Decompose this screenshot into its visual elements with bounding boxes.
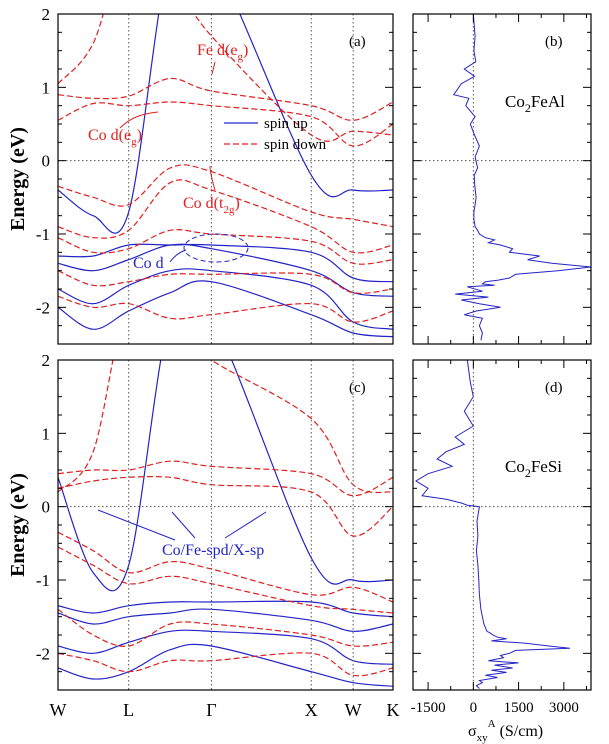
conductivity-b <box>452 14 591 341</box>
panel-b-label: (b) <box>545 34 563 50</box>
spin-up-band-1 <box>58 243 393 283</box>
panel-b-y-ticks <box>413 13 591 345</box>
compound-label-d: Co2FeSi <box>505 457 562 480</box>
spin-up-band-3 <box>58 268 393 330</box>
compound-label-b: Co2FeAl <box>505 92 565 115</box>
y-axis-title-a: Energy (eV) <box>7 127 29 231</box>
spin-down-band-5 <box>58 229 393 265</box>
spin-down-band-6 <box>58 270 393 294</box>
spin-down-band-4 <box>58 546 393 614</box>
legend-spin-down-label: spin down <box>264 137 327 153</box>
spin-up-band-0 <box>58 14 393 234</box>
co-d-ellipse <box>183 233 249 263</box>
sigma-xy-curve <box>415 360 570 689</box>
y-tick-label: 0 <box>42 152 51 171</box>
panel-d-label: (d) <box>545 380 563 396</box>
annotation-c: Co/Fe-spd/X-sp <box>162 542 264 559</box>
y-tick-label: 0 <box>42 498 51 517</box>
spin-up-band-0 <box>58 360 393 592</box>
panel-b-frame <box>412 13 592 345</box>
conductivity-d <box>415 360 570 689</box>
bands-c <box>58 360 393 687</box>
spin-down-band-6 <box>58 652 393 677</box>
annotation-3: Co d <box>133 255 164 272</box>
arrow-c-mid <box>171 511 196 539</box>
annotation-1: Co d(eg) <box>88 127 142 148</box>
k-label-4: W <box>345 700 362 720</box>
spin-up-band-2 <box>58 608 393 632</box>
spin-down-band-1 <box>58 460 393 497</box>
k-label-2: Γ <box>206 700 216 720</box>
panel-c-label: (c) <box>349 380 366 396</box>
y-tick-label: 2 <box>42 351 51 370</box>
spin-down-band-2 <box>58 101 393 147</box>
legend: spin up spin down <box>224 116 327 153</box>
annotation-0: Fe d(eg) <box>197 42 248 63</box>
panel-c-y-ticks <box>58 359 393 691</box>
x-tick-label: 3000 <box>549 700 579 716</box>
y-tick-label: -1 <box>36 225 50 244</box>
x-tick-label: 0 <box>470 700 478 716</box>
annotation-arrows <box>119 61 249 263</box>
spin-down-band-0 <box>58 360 393 494</box>
panel-d-y-ticks <box>413 359 591 691</box>
spin-down-band-1 <box>58 77 393 121</box>
y-tick-label: 1 <box>42 78 51 97</box>
arrow-fe-eg <box>211 61 216 75</box>
arrow-co-d <box>169 249 187 263</box>
panel-a-frame <box>57 13 394 345</box>
k-label-0: W <box>50 700 67 720</box>
spin-down-band-3 <box>58 164 393 228</box>
k-label-1: L <box>123 700 134 720</box>
spin-up-band-1 <box>58 600 393 618</box>
spin-down-band-0 <box>58 14 393 142</box>
spin-down-band-3 <box>58 531 393 603</box>
legend-spin-up-label: spin up <box>264 116 308 132</box>
k-label-3: X <box>305 700 318 720</box>
y-tick-label: 2 <box>42 5 51 24</box>
arrow-co-eg <box>119 111 159 129</box>
spin-down-band-2 <box>58 476 393 537</box>
panel-c-frame <box>57 359 394 691</box>
bands-a <box>58 14 393 338</box>
annotation-2: Co d(t2g) <box>183 195 240 216</box>
y-tick-label: -2 <box>36 644 50 663</box>
arrow-co-t2g <box>209 165 216 191</box>
annotation-c-arrows <box>97 509 267 541</box>
spin-down-band-5 <box>58 608 393 647</box>
spin-down-band-7 <box>58 295 393 323</box>
k-label-5: K <box>387 700 400 720</box>
spin-up-band-4 <box>58 643 393 687</box>
sigma-xy-curve <box>452 14 591 341</box>
y-tick-label: -2 <box>36 298 50 317</box>
arrow-c-left <box>97 509 176 541</box>
x-tick-label: 1500 <box>504 700 534 716</box>
y-tick-label: -1 <box>36 571 50 590</box>
y-tick-label: 1 <box>42 424 51 443</box>
x-axis-title: σxyA (S/cm) <box>468 718 543 744</box>
spin-down-band-4 <box>58 179 393 254</box>
panel-a-label: (a) <box>349 34 366 50</box>
arrow-c-right <box>224 511 267 539</box>
panel-d-frame <box>412 359 592 691</box>
y-axis-title-c: Energy (eV) <box>7 473 29 577</box>
x-tick-label: -1500 <box>411 700 446 716</box>
panel-a-y-ticks <box>58 13 393 345</box>
spin-up-band-4 <box>58 280 393 338</box>
spin-up-band-3 <box>58 629 393 665</box>
